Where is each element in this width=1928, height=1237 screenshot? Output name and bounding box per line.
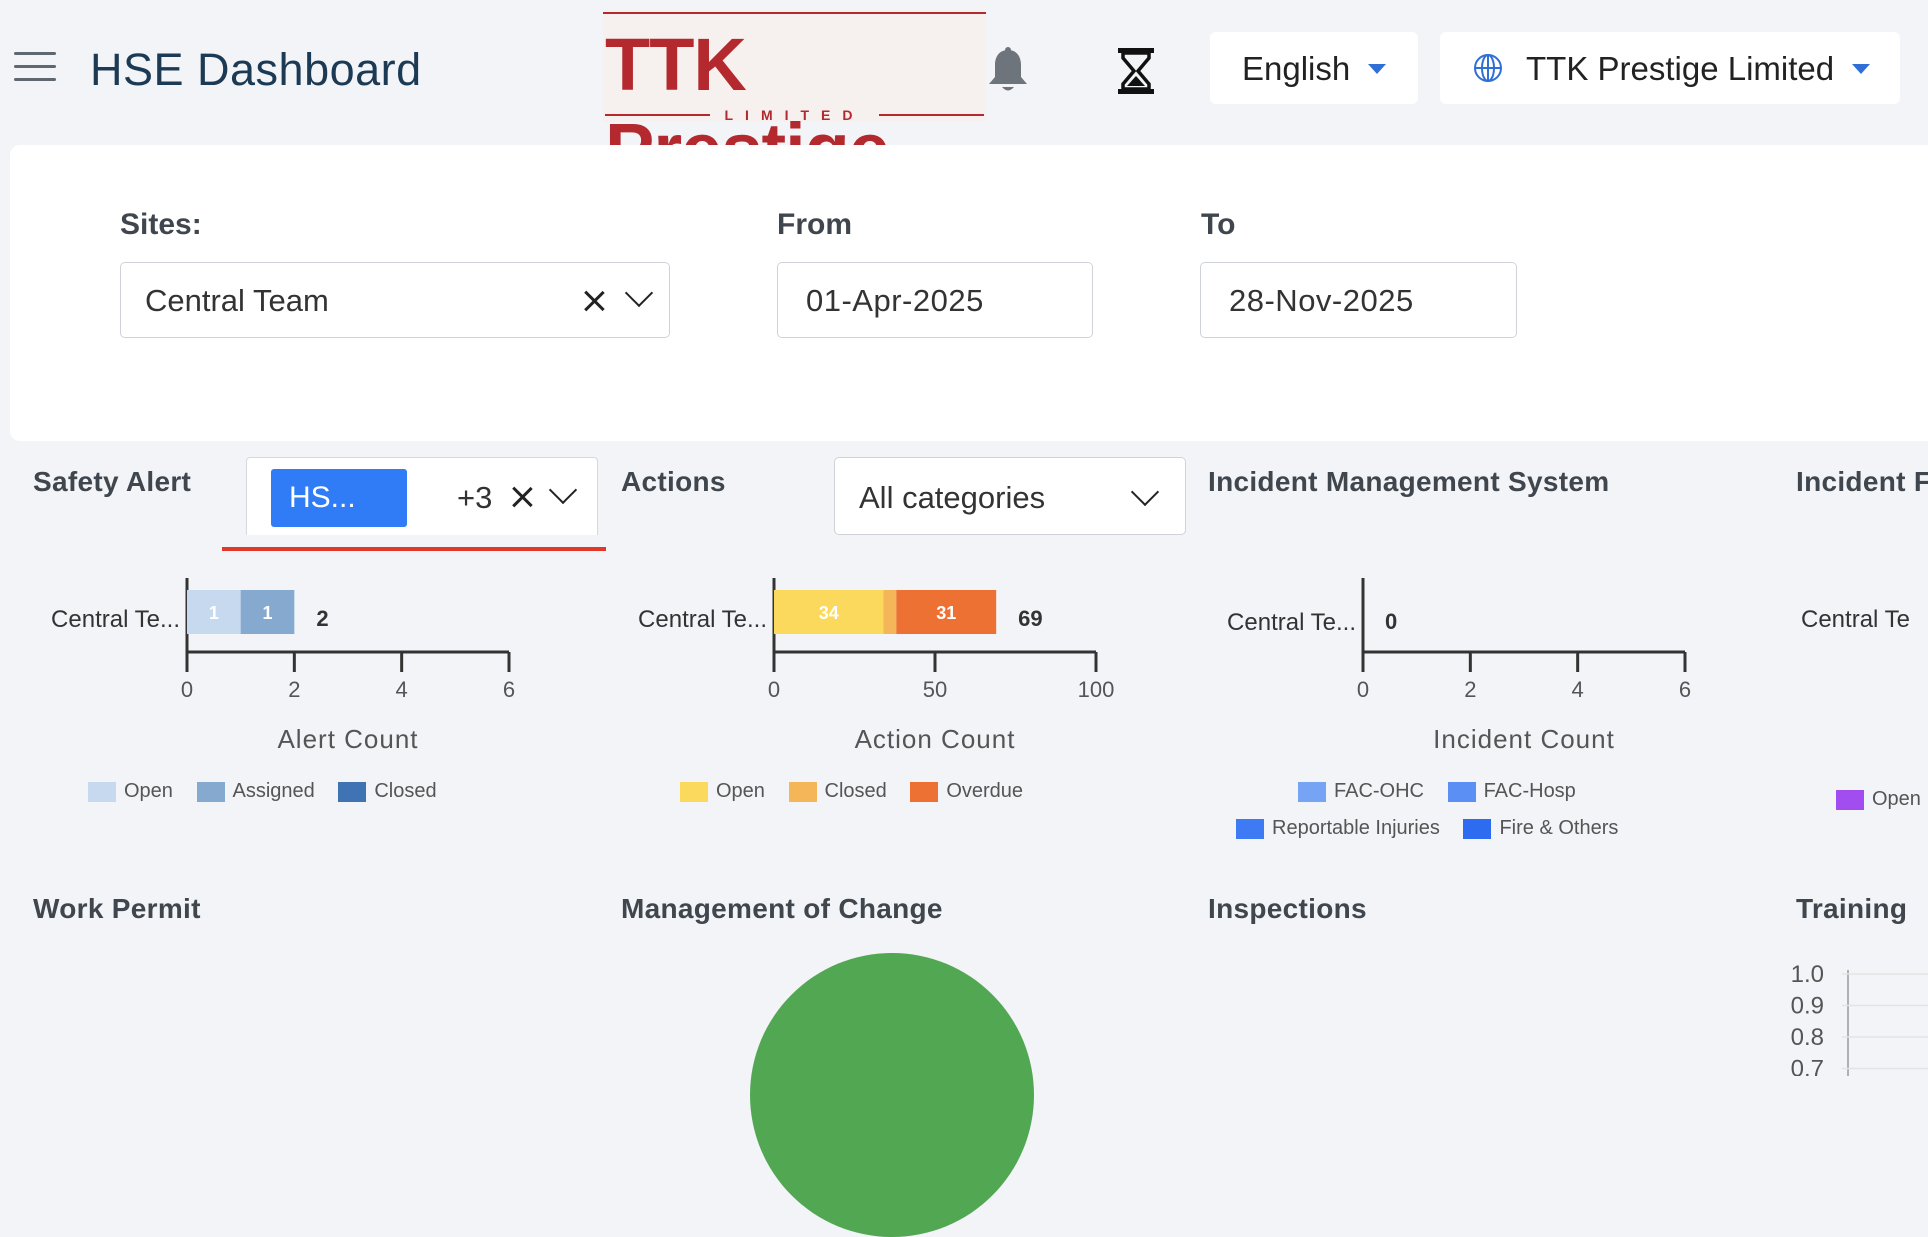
legend-item[interactable]: FAC-Hosp: [1447, 780, 1576, 803]
incident-mgmt-chart: 0 2 4 6 Central Te... 0 Incident Count: [1227, 578, 1691, 754]
caret-down-icon: [1368, 64, 1386, 74]
bar-segment: [883, 590, 897, 634]
category-label: Central Te...: [51, 606, 180, 633]
x-tick-label: 6: [1679, 677, 1691, 702]
to-label: To: [1201, 208, 1236, 241]
selected-chip[interactable]: HS...: [271, 469, 407, 527]
bar-data-label: 31: [936, 603, 956, 623]
work-permit-title: Work Permit: [33, 893, 201, 924]
from-label: From: [777, 208, 852, 241]
legend-item[interactable]: Open: [680, 780, 765, 803]
legend-item[interactable]: Assigned: [196, 780, 315, 803]
alert-type-multiselect[interactable]: HS... +3: [246, 457, 598, 535]
legend-item: Open: [1836, 788, 1921, 811]
x-tick-label: 0: [181, 677, 193, 702]
moc-pie-slice[interactable]: [750, 953, 1034, 1237]
to-date-input[interactable]: 28-Nov-2025: [1200, 262, 1517, 338]
chip-label: HS...: [289, 481, 356, 514]
clear-icon[interactable]: [511, 486, 533, 508]
training-tick-label: 0.7: [1791, 1056, 1824, 1077]
training-axis: 1.0 0.9 0.8 0.7: [1791, 961, 1928, 1077]
inspections-title: Inspections: [1208, 893, 1367, 924]
safety-alert-chart: 0 2 4 6 Central Te... 1 1 2 Alert Count: [51, 578, 515, 754]
language-value: English: [1242, 50, 1351, 87]
incident-row-label: Central Te: [1801, 606, 1910, 633]
moc-title: Management of Change: [621, 893, 943, 924]
category-value: All categories: [859, 480, 1046, 515]
sites-label: Sites:: [120, 208, 202, 241]
incident-legend-row1: FAC-OHC FAC-Hosp: [1298, 780, 1594, 803]
training-tick-label: 1.0: [1791, 961, 1824, 988]
incident-title-partial: Incident F: [1796, 466, 1928, 497]
total-label: 2: [316, 606, 328, 631]
bar-segment: [774, 590, 884, 634]
bar-data-label: 1: [209, 603, 219, 623]
legend-item[interactable]: FAC-OHC: [1298, 780, 1424, 803]
x-axis-title: Incident Count: [1433, 724, 1615, 754]
legend-item[interactable]: Open: [88, 780, 173, 803]
globe-icon: [1474, 54, 1502, 82]
bar-data-label: 34: [819, 603, 839, 623]
page-title: HSE Dashboard: [90, 44, 422, 95]
legend-item[interactable]: Closed: [788, 780, 887, 803]
x-axis-title: Alert Count: [277, 724, 418, 754]
clear-icon[interactable]: [583, 290, 605, 312]
company-value: TTK Prestige Limited: [1526, 50, 1835, 87]
chip-remove-icon[interactable]: [537, 499, 555, 517]
training-tick-label: 0.9: [1791, 993, 1824, 1020]
from-date-input[interactable]: 01-Apr-2025: [777, 262, 1093, 338]
language-select[interactable]: English: [1210, 32, 1418, 104]
legend-item[interactable]: Fire & Others: [1463, 817, 1618, 840]
safety-alert-legend: Open Assigned Closed: [88, 780, 455, 803]
actions-title: Actions: [621, 466, 726, 497]
actions-chart: 0 50 100 Central Te... 34 31 69 Action Count: [638, 578, 1115, 754]
incident-mgmt-title: Incident Management System: [1208, 466, 1610, 497]
sites-value: Central Team: [145, 283, 329, 318]
company-logo: TTK Prestige LIMITED: [603, 10, 986, 191]
more-count: +3: [457, 480, 493, 515]
x-tick-label: 6: [503, 677, 515, 702]
chevron-down-icon[interactable]: [624, 278, 654, 308]
x-tick-label: 2: [288, 677, 300, 702]
focus-underline: [222, 547, 606, 551]
to-date-value: 28-Nov-2025: [1229, 283, 1414, 318]
x-tick-label: 4: [396, 677, 408, 702]
legend-item[interactable]: Overdue: [910, 780, 1023, 803]
total-label: 69: [1018, 606, 1042, 631]
category-label: Central Te...: [638, 606, 767, 633]
x-tick-label: 4: [1572, 677, 1584, 702]
hourglass-icon[interactable]: [1112, 46, 1160, 96]
safety-alert-title: Safety Alert: [33, 466, 192, 497]
bar-data-label: 1: [262, 603, 272, 623]
incident-legend: Open: [1836, 788, 1928, 811]
x-tick-label: 0: [768, 677, 780, 702]
notification-bell-icon[interactable]: [984, 46, 1032, 96]
legend-item[interactable]: Closed: [338, 780, 437, 803]
menu-icon[interactable]: [14, 52, 56, 84]
category-label: Central Te...: [1227, 609, 1356, 636]
from-date-value: 01-Apr-2025: [806, 283, 984, 318]
bar-segment: [240, 590, 295, 634]
legend-item[interactable]: Reportable Injuries: [1236, 817, 1440, 840]
total-label: 0: [1385, 609, 1397, 634]
company-select[interactable]: TTK Prestige Limited: [1440, 32, 1900, 104]
chevron-down-icon[interactable]: [1130, 477, 1160, 507]
x-tick-label: 2: [1464, 677, 1476, 702]
bar-segment: [187, 590, 241, 634]
actions-legend: Open Closed Overdue: [680, 780, 1041, 803]
caret-down-icon: [1852, 64, 1870, 74]
x-tick-label: 50: [923, 677, 947, 702]
x-tick-label: 100: [1078, 677, 1115, 702]
training-title: Training: [1796, 893, 1908, 924]
x-tick-label: 0: [1357, 677, 1369, 702]
incident-legend-row2: Reportable Injuries Fire & Others: [1236, 817, 1636, 840]
x-axis-title: Action Count: [855, 724, 1016, 754]
bar-segment: [896, 590, 997, 634]
category-select[interactable]: All categories: [834, 457, 1186, 535]
training-tick-label: 0.8: [1791, 1024, 1824, 1051]
sites-select[interactable]: Central Team: [120, 262, 670, 338]
